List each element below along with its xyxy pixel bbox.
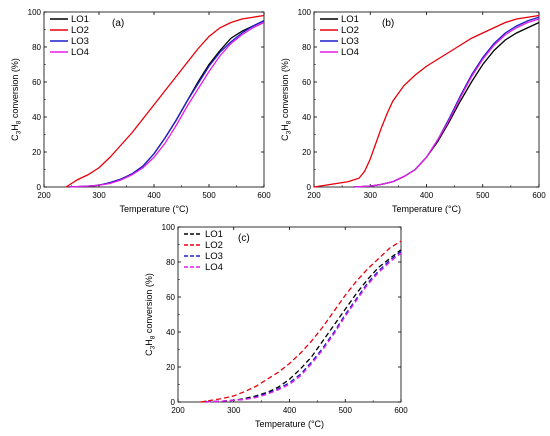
y-tick-label: 0 — [37, 183, 42, 192]
legend-label-lo3: LO3 — [205, 251, 223, 262]
y-tick-label: 100 — [28, 8, 42, 17]
panel-label: (c) — [238, 233, 250, 244]
x-tick-label: 300 — [92, 191, 106, 200]
x-tick-label: 400 — [420, 191, 434, 200]
legend-label-lo1: LO1 — [205, 229, 223, 240]
series-line-lo2 — [313, 14, 540, 188]
series-line-lo4 — [353, 18, 540, 188]
series-line-lo3 — [68, 20, 265, 188]
legend-label-lo2: LO2 — [205, 240, 223, 251]
series-line-lo3 — [353, 16, 540, 188]
series-line-lo2 — [65, 14, 265, 188]
y-tick-label: 100 — [162, 223, 176, 232]
legend-label-lo1: LO1 — [71, 14, 89, 25]
series-line-lo3 — [205, 250, 402, 403]
y-tick-label: 20 — [302, 148, 311, 157]
y-tick-label: 0 — [307, 183, 312, 192]
x-axis-title: Temperature (°C) — [255, 419, 324, 429]
x-axis-title: Temperature (°C) — [392, 204, 461, 214]
legend-label-lo2: LO2 — [341, 25, 359, 36]
y-tick-label: 20 — [166, 363, 175, 372]
y-axis-title: C3H8 conversion (%) — [10, 58, 23, 141]
x-tick-label: 300 — [364, 191, 378, 200]
legend-label-lo1: LO1 — [341, 14, 359, 25]
x-tick-label: 300 — [227, 406, 241, 415]
y-tick-label: 80 — [166, 258, 175, 267]
x-tick-label: 400 — [283, 406, 297, 415]
x-tick-label: 600 — [257, 191, 271, 200]
x-tick-label: 600 — [394, 406, 408, 415]
y-tick-label: 100 — [298, 8, 312, 17]
x-tick-label: 200 — [171, 406, 185, 415]
legend-label-lo3: LO3 — [71, 36, 89, 47]
series-line-lo4 — [205, 252, 402, 403]
legend-label-lo4: LO4 — [205, 262, 223, 273]
y-axis-title: C3H8 conversion (%) — [280, 58, 293, 141]
x-tick-label: 400 — [147, 191, 161, 200]
y-tick-label: 60 — [166, 293, 175, 302]
x-tick-label: 500 — [476, 191, 490, 200]
legend-label-lo3: LO3 — [341, 36, 359, 47]
x-tick-label: 500 — [339, 406, 353, 415]
y-axis-title: C3H8 conversion (%) — [144, 273, 157, 356]
y-tick-label: 80 — [302, 43, 311, 52]
y-tick-label: 0 — [171, 398, 176, 407]
x-tick-label: 600 — [532, 191, 546, 200]
y-tick-label: 60 — [302, 78, 311, 87]
series-line-lo4 — [68, 21, 265, 188]
series-line-lo1 — [353, 21, 540, 188]
y-tick-label: 60 — [32, 78, 41, 87]
panel-label: (a) — [112, 18, 124, 29]
x-axis-title: Temperature (°C) — [119, 204, 188, 214]
legend-label-lo2: LO2 — [71, 25, 89, 36]
y-tick-label: 40 — [302, 113, 311, 122]
x-tick-label: 500 — [202, 191, 216, 200]
legend-label-lo4: LO4 — [341, 47, 359, 58]
series-line-lo1 — [68, 20, 265, 188]
y-tick-label: 20 — [32, 148, 41, 157]
x-tick-label: 200 — [37, 191, 51, 200]
x-tick-label: 200 — [307, 191, 321, 200]
series-line-lo2 — [200, 240, 402, 403]
y-tick-label: 40 — [32, 113, 41, 122]
y-tick-label: 40 — [166, 328, 175, 337]
legend-label-lo4: LO4 — [71, 47, 89, 58]
panel-label: (b) — [382, 18, 394, 29]
y-tick-label: 80 — [32, 43, 41, 52]
series-line-lo1 — [205, 249, 402, 403]
